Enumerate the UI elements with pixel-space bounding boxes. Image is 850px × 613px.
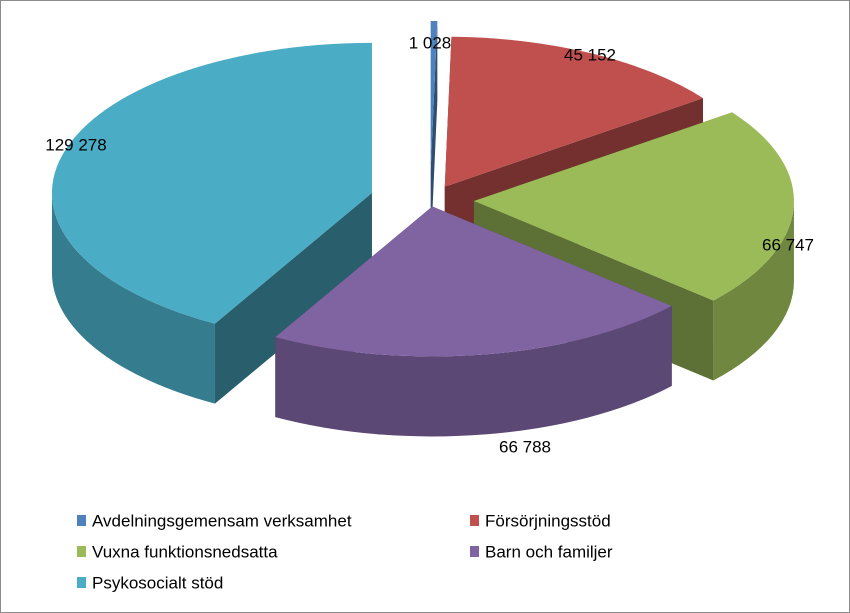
legend-item: Avdelningsgemensam verksamhet [77,511,352,530]
legend-item: Psykosocialt stöd [77,573,223,592]
slice-top [430,20,438,171]
slice-wall [275,305,672,437]
legend-label: Vuxna funktionsnedsatta [92,542,278,561]
legend-swatch [470,515,479,526]
slice-side [214,192,372,404]
legend-swatch [470,546,479,557]
pie-slice [430,20,438,251]
data-label: 66 747 [762,235,814,254]
legend-swatch [77,546,86,557]
legend-label: Psykosocialt stöd [92,573,223,592]
data-label: 45 152 [564,45,616,64]
legend-swatch [77,577,86,588]
legend: Avdelningsgemensam verksamhet Försörjning… [77,511,613,592]
slice-top [444,36,704,187]
value-labels: 1 028 45 152 66 747 66 788 129 278 [45,33,814,456]
data-label: 66 788 [499,437,551,456]
slice-wall [51,192,215,404]
slice-side [430,20,438,251]
slice-top [51,42,372,324]
legend-item: Vuxna funktionsnedsatta [77,542,278,561]
data-label: 1 028 [409,33,452,52]
legend-label: Försörjningsstöd [485,511,611,530]
slice-top [473,112,794,301]
legend-item: Försörjningsstöd [470,511,611,530]
legend-swatch [77,515,86,526]
slice-wall [713,200,794,381]
pie-slice [275,206,672,437]
pie-slices [51,20,794,437]
data-label: 129 278 [45,135,106,154]
slice-top [275,206,672,357]
pie-slice [51,42,372,404]
legend-label: Barn och familjer [485,542,613,561]
legend-label: Avdelningsgemensam verksamhet [92,511,352,530]
legend-item: Barn och familjer [470,542,613,561]
